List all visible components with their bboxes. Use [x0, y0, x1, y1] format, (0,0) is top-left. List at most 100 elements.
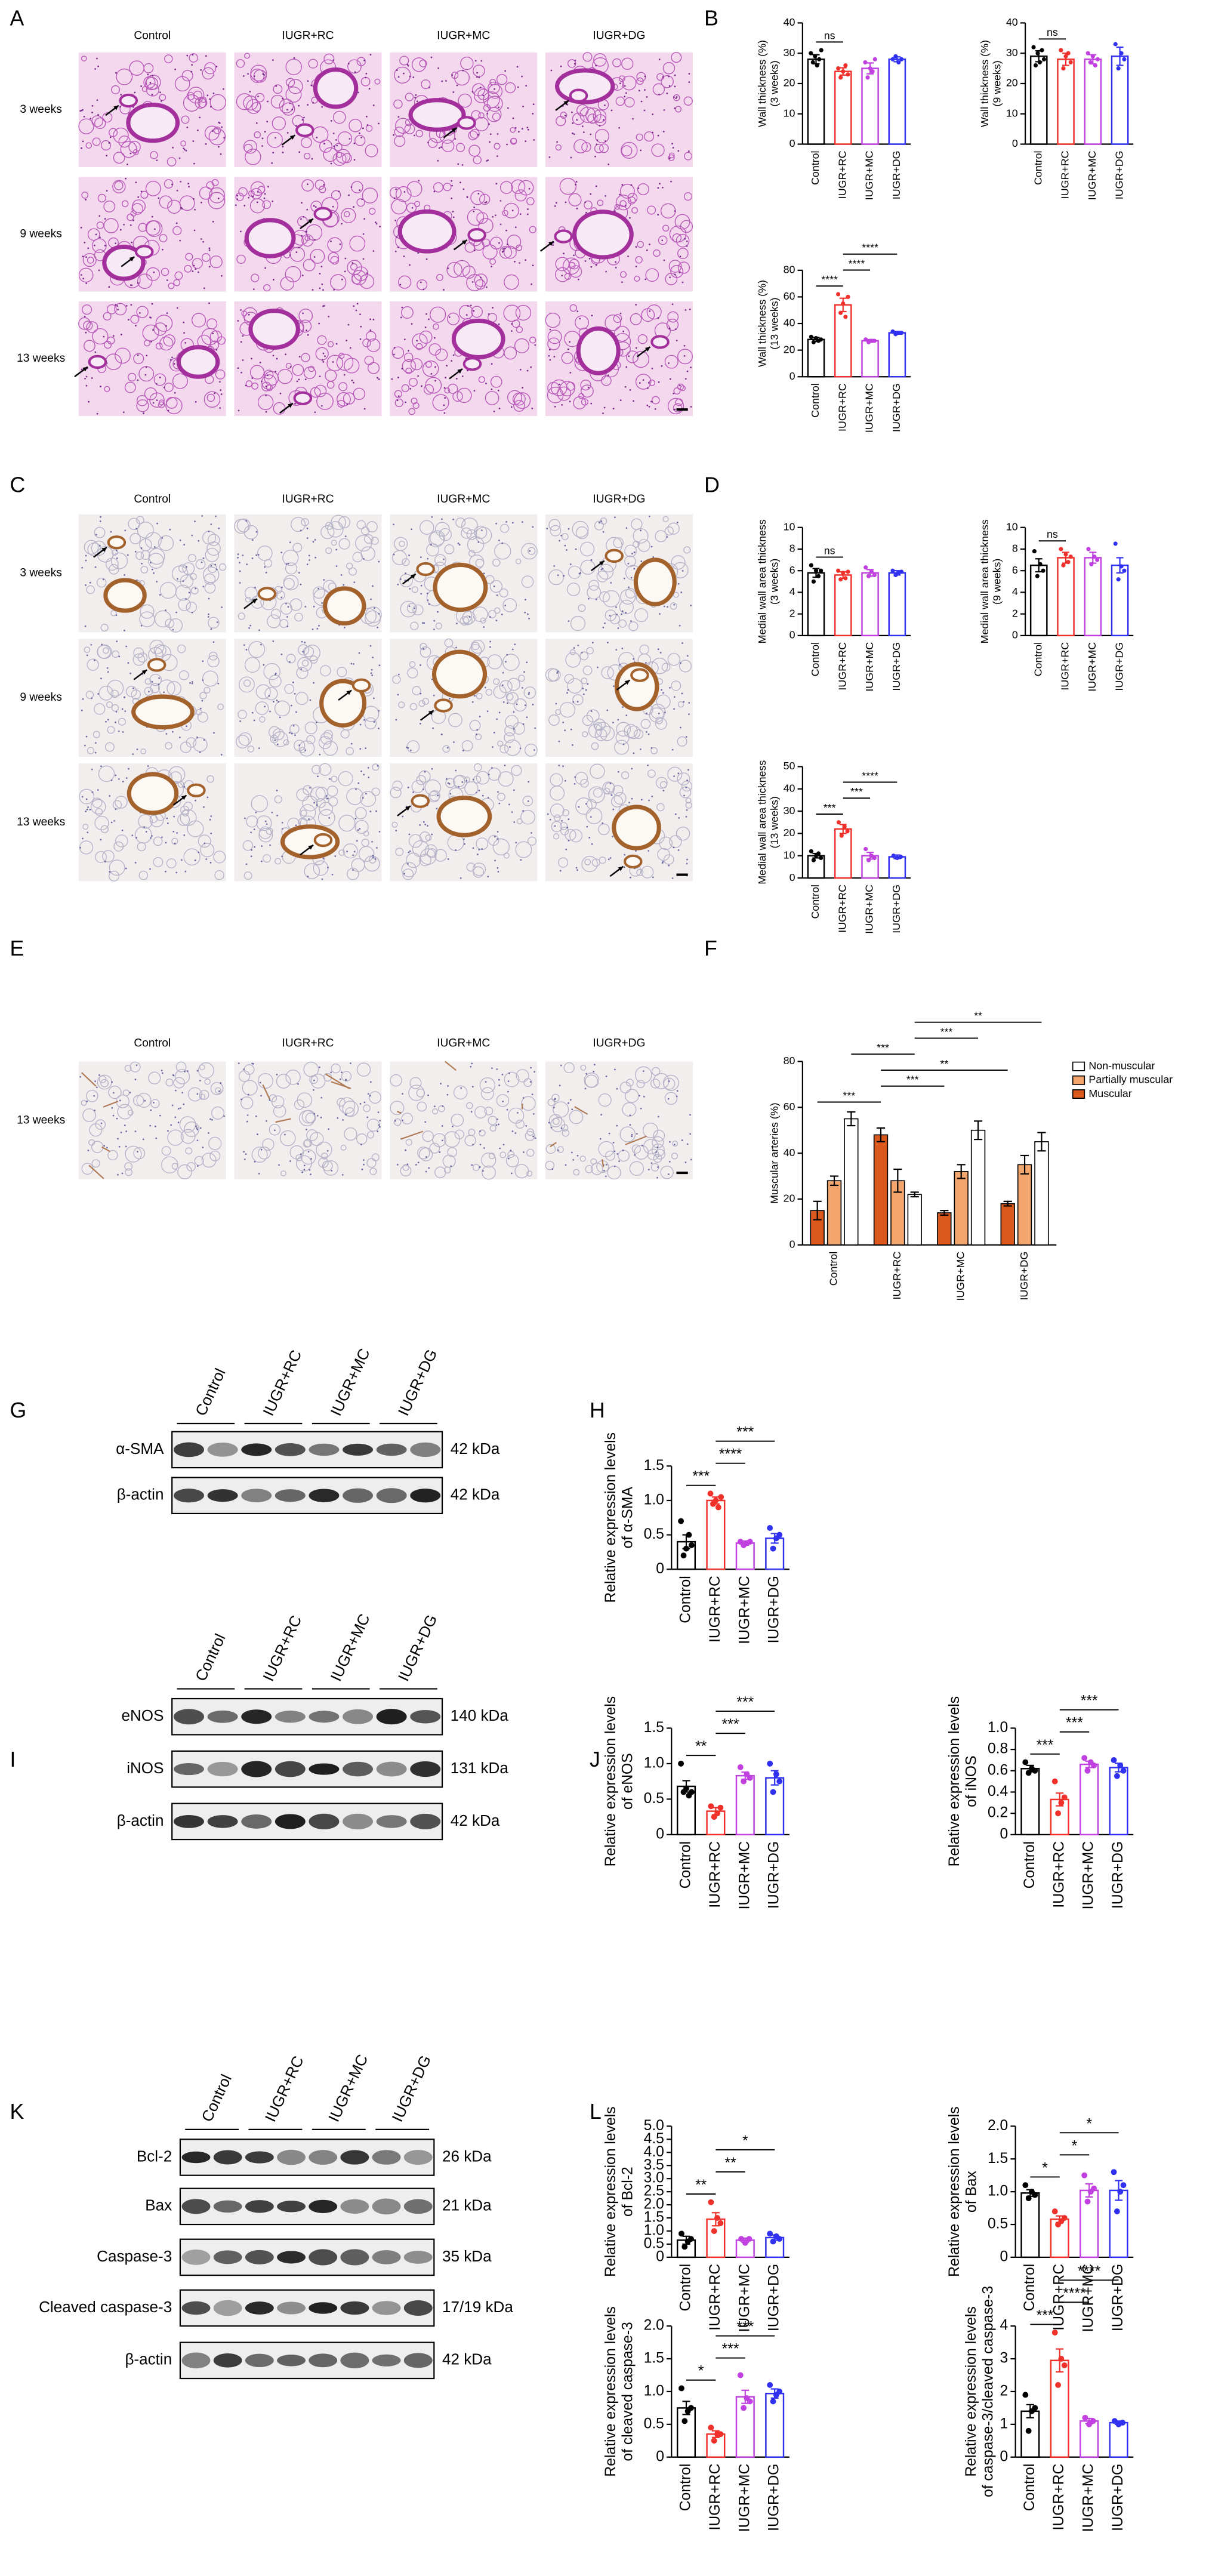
nucleus — [567, 348, 569, 350]
alveolus — [81, 191, 89, 199]
nucleus — [81, 147, 82, 149]
alveolus — [295, 1154, 303, 1161]
alveolus — [428, 343, 442, 356]
nucleus — [650, 546, 653, 548]
y-tick-label: 2.0 — [988, 2118, 1008, 2134]
nucleus — [161, 836, 163, 839]
x-tick-label: Control — [809, 150, 821, 184]
nucleus — [140, 625, 143, 627]
alveolus — [304, 645, 320, 661]
nucleus — [563, 575, 565, 577]
nucleus — [651, 367, 653, 369]
nucleus — [359, 748, 362, 750]
significance-label: *** — [1081, 1693, 1098, 1709]
nucleus — [669, 276, 671, 279]
nucleus — [84, 315, 86, 318]
bar — [873, 1134, 889, 1246]
data-point — [713, 1497, 719, 1503]
nucleus — [662, 131, 665, 133]
alveolus — [103, 201, 116, 212]
nucleus — [514, 260, 516, 263]
arrow-head — [644, 347, 650, 352]
alveolus — [198, 98, 208, 108]
alveolus — [569, 829, 583, 843]
alveolus — [299, 804, 316, 821]
bar — [1109, 2421, 1128, 2458]
nucleus — [648, 799, 650, 802]
nucleus — [453, 741, 455, 743]
data-point — [890, 57, 895, 61]
data-point — [863, 337, 868, 342]
alveolus — [263, 284, 271, 292]
nucleus — [683, 794, 685, 797]
data-point — [1066, 51, 1071, 56]
alveolus — [244, 53, 251, 59]
alveolus — [599, 856, 606, 864]
nucleus — [178, 737, 181, 738]
alveolus — [559, 822, 568, 830]
protein-label: Bax — [145, 2196, 172, 2214]
nucleus — [332, 133, 335, 134]
nucleus — [115, 808, 117, 810]
nucleus — [489, 646, 491, 648]
vessel — [244, 218, 296, 258]
alveolus — [560, 112, 568, 119]
nucleus — [312, 541, 314, 543]
nucleus — [449, 793, 452, 795]
band — [181, 2151, 211, 2164]
alveolus — [424, 844, 437, 857]
nucleus — [335, 565, 338, 567]
alveolus — [122, 1089, 130, 1096]
nucleus — [295, 125, 297, 127]
nucleus — [568, 528, 570, 530]
nucleus — [363, 408, 366, 410]
nucleus — [483, 626, 485, 628]
nucleus — [121, 708, 124, 710]
data-point — [711, 2228, 717, 2234]
y-tick-label: 8 — [1012, 543, 1018, 554]
alveolus — [327, 341, 334, 347]
nucleus — [560, 65, 562, 67]
data-point — [688, 1542, 695, 1548]
nucleus — [422, 821, 425, 823]
alveolus — [153, 373, 166, 386]
nucleus — [332, 361, 334, 363]
band — [340, 2301, 369, 2315]
nucleus — [441, 1125, 443, 1127]
data-point — [1086, 547, 1091, 551]
alveolus — [610, 795, 623, 808]
nucleus — [628, 802, 631, 804]
data-point — [1081, 2172, 1088, 2178]
alveolus — [115, 834, 128, 848]
nucleus — [528, 187, 531, 190]
nucleus — [135, 325, 137, 327]
nucleus — [258, 747, 260, 749]
alveolus — [400, 1165, 412, 1177]
data-point — [869, 853, 874, 858]
data-point — [813, 54, 818, 58]
micrograph — [234, 52, 382, 167]
nucleus — [428, 318, 430, 321]
nucleus — [573, 63, 576, 65]
alveolus — [666, 318, 679, 331]
alveolus — [130, 210, 137, 217]
nucleus — [183, 321, 185, 323]
alveolus — [120, 141, 137, 158]
nucleus — [559, 1084, 561, 1087]
band — [410, 1442, 441, 1458]
alveolus — [479, 193, 491, 205]
nucleus — [459, 877, 462, 879]
nucleus — [677, 849, 680, 851]
alveolus — [602, 590, 620, 608]
alveolus — [417, 1147, 430, 1160]
nucleus — [186, 566, 187, 568]
nucleus — [359, 132, 360, 134]
alveolus — [394, 66, 411, 84]
alveolus — [112, 180, 126, 193]
nucleus — [254, 587, 256, 588]
nucleus — [478, 76, 480, 79]
alveolus — [135, 551, 144, 560]
nucleus — [106, 667, 109, 669]
nucleus — [595, 264, 597, 266]
nucleus — [183, 834, 186, 836]
